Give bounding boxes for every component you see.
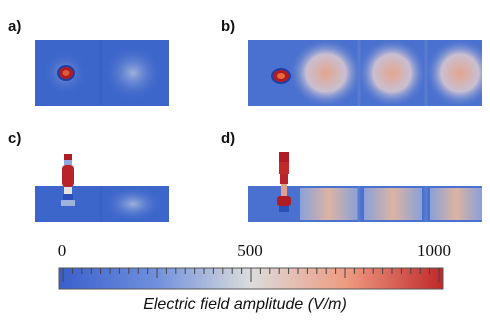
field-map-c-graphic bbox=[35, 154, 169, 222]
panel-label-b: b) bbox=[221, 18, 236, 35]
panel-label-c: c) bbox=[8, 130, 22, 147]
colorbar-graphic bbox=[58, 267, 444, 290]
field-map-b bbox=[248, 40, 482, 106]
field-map-b-graphic bbox=[248, 40, 482, 106]
panel-label-a: a) bbox=[8, 18, 22, 35]
field-map-d bbox=[248, 150, 482, 222]
colorbar-tick-label-min: 0 bbox=[57, 241, 67, 260]
field-map-d-graphic bbox=[248, 152, 482, 222]
field-map-c bbox=[35, 150, 169, 222]
field-map-a bbox=[35, 40, 169, 106]
colorbar-tick-label-mid: 500 bbox=[237, 241, 263, 260]
colorbar bbox=[58, 258, 444, 290]
panel-label-d: d) bbox=[221, 130, 236, 147]
field-map-a-graphic bbox=[35, 40, 169, 106]
colorbar-tick-label-max: 1000 bbox=[417, 241, 451, 260]
colorbar-caption: Electric field amplitude (V/m) bbox=[143, 296, 347, 313]
